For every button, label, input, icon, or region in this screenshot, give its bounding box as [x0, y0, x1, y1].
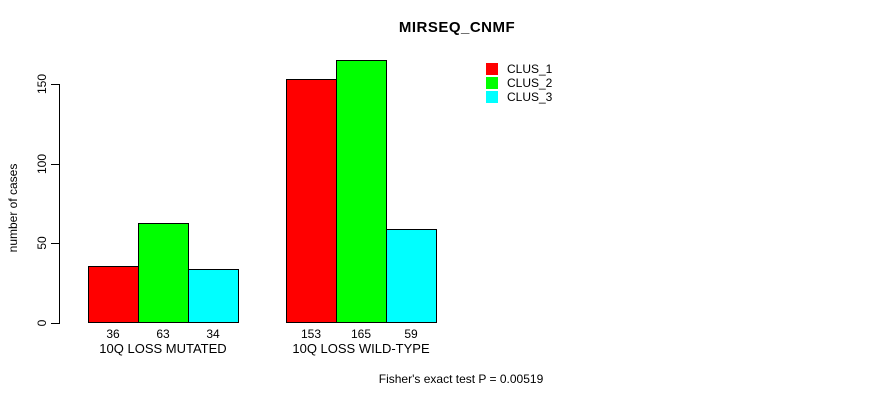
- bar-value-label: 153: [300, 327, 322, 341]
- y-tick-mark: [51, 323, 59, 324]
- bar-clus_1-group-2: [286, 79, 337, 323]
- y-tick-mark: [51, 243, 59, 245]
- y-axis-label: number of cases: [6, 163, 20, 253]
- bar-value-label: 34: [206, 327, 220, 341]
- legend: CLUS_1 CLUS_2 CLUS_3: [486, 62, 553, 105]
- legend-swatch-clus-1: [486, 63, 498, 75]
- bar-clus_1-group-1: [88, 266, 139, 323]
- y-axis-line: [59, 84, 60, 324]
- bar-clus_3-group-1: [188, 269, 239, 323]
- legend-item-clus-2: CLUS_2: [486, 76, 553, 90]
- legend-item-clus-3: CLUS_3: [486, 90, 553, 104]
- y-tick-label: 100: [35, 153, 49, 174]
- category-label: 10Q LOSS MUTATED: [99, 341, 227, 356]
- category-label: 10Q LOSS WILD-TYPE: [292, 341, 430, 356]
- bar-clus_2-group-2: [336, 60, 387, 323]
- y-tick-label: 150: [35, 73, 49, 95]
- y-tick-label: 0: [35, 319, 49, 327]
- y-tick-mark: [51, 84, 59, 85]
- y-tick-label: 50: [35, 236, 49, 251]
- footnote-pvalue: Fisher's exact test P = 0.00519: [378, 372, 544, 386]
- bar-value-label: 36: [106, 327, 120, 341]
- chart-title: MIRSEQ_CNMF: [398, 19, 516, 36]
- bar-clus_2-group-1: [138, 223, 189, 323]
- y-tick-mark: [51, 163, 59, 165]
- bar-value-label: 59: [404, 327, 418, 341]
- bar-clus_3-group-2: [386, 229, 437, 323]
- legend-label-clus-3: CLUS_3: [507, 90, 553, 104]
- legend-swatch-clus-3: [486, 91, 498, 103]
- legend-swatch-clus-2: [486, 77, 498, 89]
- bar-value-label: 165: [350, 327, 372, 341]
- legend-label-clus-1: CLUS_1: [507, 62, 553, 76]
- bar-value-label: 63: [156, 327, 170, 341]
- legend-item-clus-1: CLUS_1: [486, 62, 553, 76]
- legend-label-clus-2: CLUS_2: [507, 76, 553, 90]
